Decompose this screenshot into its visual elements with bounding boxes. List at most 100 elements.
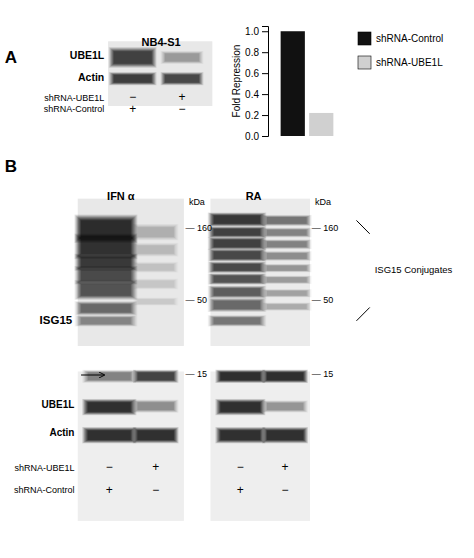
y-tick-mark — [262, 73, 268, 74]
blot-band — [263, 428, 307, 443]
blot-band — [209, 286, 265, 298]
blot-band — [133, 297, 178, 305]
blot-band — [262, 276, 311, 284]
y-tick-mark — [262, 94, 268, 95]
y-tick-mark — [262, 52, 268, 53]
blot-band — [209, 316, 265, 327]
annotation: IFN α — [107, 190, 135, 202]
annotation: ISG15 — [40, 314, 73, 326]
y-axis: 0.00.20.40.60.81.0 — [245, 26, 268, 142]
bracket-line — [356, 220, 369, 233]
blot-band — [133, 427, 179, 443]
blot-band — [262, 215, 311, 226]
blot-band — [133, 400, 178, 413]
blot-band — [208, 237, 266, 250]
blot-band — [209, 274, 265, 285]
blot-band — [208, 273, 266, 284]
blot-band — [109, 72, 157, 85]
blot-panels: ABNB4-S1UBE1LActinshRNA-UBE1L−+shRNA-Con… — [5, 36, 453, 521]
annotation: kDa — [189, 197, 205, 207]
annotation: shRNA-Control — [14, 485, 75, 495]
annotation: + — [106, 483, 113, 497]
blot-band — [82, 399, 136, 415]
blot-band — [161, 73, 202, 85]
y-axis-line — [262, 27, 269, 137]
legend-label: shRNA-Control — [376, 33, 443, 44]
blot-band — [75, 281, 136, 300]
blot-band — [133, 279, 178, 290]
annotation: + — [282, 460, 289, 474]
annotation: UBE1L — [42, 399, 75, 410]
annotation: − — [282, 483, 289, 497]
blot-band — [262, 289, 311, 297]
y-tick: 1.0 — [245, 26, 268, 37]
blot-band — [209, 238, 265, 250]
blot-background — [108, 41, 212, 106]
blot-band — [161, 51, 204, 64]
blot-band — [262, 427, 308, 443]
blot-band — [161, 72, 204, 85]
panel-label: B — [5, 157, 17, 176]
bars — [281, 31, 334, 136]
blot-band — [134, 428, 178, 443]
blot-band — [208, 286, 266, 299]
blot-band — [209, 249, 265, 261]
blot-band — [209, 213, 265, 226]
annotation: kDa — [315, 197, 331, 207]
bracket-line — [356, 307, 369, 320]
annotation: — 160 — [312, 223, 339, 233]
annotation: + — [237, 483, 244, 497]
blot-band — [75, 302, 136, 315]
blot-band — [208, 315, 266, 326]
annotation: − — [237, 460, 244, 474]
annotation: Actin — [78, 71, 104, 83]
y-tick-label: 0.2 — [245, 110, 259, 121]
y-tick: 0.0 — [245, 131, 268, 142]
blot-band — [262, 400, 307, 412]
blot-band — [110, 73, 156, 85]
blot-band — [133, 243, 178, 257]
legend-entry: shRNA-Control — [358, 32, 443, 45]
blot-background — [210, 371, 310, 520]
blot-band — [208, 262, 266, 273]
blot-band — [216, 399, 264, 414]
annotation: — 15 — [186, 369, 208, 379]
figure: ABNB4-S1UBE1LActinshRNA-UBE1L−+shRNA-Con… — [0, 0, 474, 558]
legend-swatch — [358, 32, 371, 45]
bar — [281, 31, 305, 136]
annotation: shRNA-UBE1L — [44, 93, 104, 103]
blot-band — [109, 47, 157, 68]
blot-band — [263, 370, 307, 382]
blot-band — [209, 298, 265, 311]
y-axis-title: Fold Repression — [231, 45, 242, 118]
blot-band — [83, 370, 136, 383]
blot-background — [78, 371, 184, 520]
blot-band — [109, 48, 155, 68]
annotation: + — [129, 102, 136, 116]
bar-chart: 0.00.20.40.60.81.0Fold RepressionshRNA-C… — [231, 26, 443, 142]
y-tick-mark — [262, 31, 268, 32]
annotation: Actin — [49, 427, 74, 438]
blot-band — [262, 228, 311, 238]
annotation: NB4-S1 — [142, 36, 181, 48]
blot-band — [75, 315, 138, 326]
blot-band — [75, 280, 138, 300]
blot-band — [215, 427, 265, 443]
blot-band — [262, 303, 311, 311]
blot-band — [209, 227, 265, 238]
y-tick-mark — [262, 136, 268, 137]
annotation: − — [106, 460, 113, 474]
annotation: + — [152, 460, 159, 474]
blot-band — [75, 301, 138, 315]
blot-band — [133, 224, 178, 240]
blot-band — [162, 51, 203, 63]
blot-band — [208, 298, 266, 312]
annotation: — 15 — [312, 369, 334, 379]
blot-band — [216, 370, 264, 382]
blot-band — [208, 249, 266, 262]
blot-band — [208, 226, 266, 237]
blot-band — [133, 262, 178, 273]
blot-band — [82, 427, 136, 443]
blot-band — [215, 399, 265, 415]
y-tick-label: 1.0 — [245, 26, 259, 37]
